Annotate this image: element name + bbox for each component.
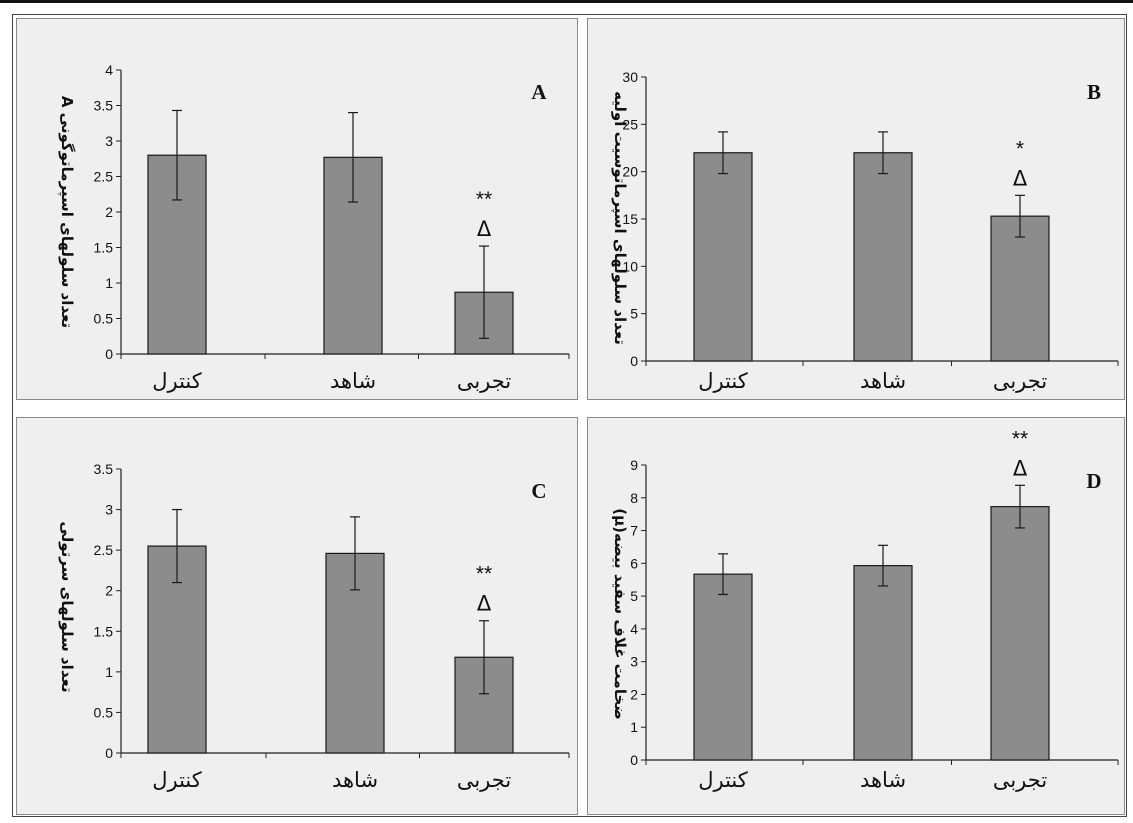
x-tick-label: تجربی — [457, 369, 511, 393]
delta-annotation: Δ — [1013, 166, 1028, 190]
x-tick-label: تجربی — [993, 768, 1047, 792]
y-tick-label: 10 — [622, 258, 638, 274]
y-tick-label: 1.5 — [94, 623, 114, 639]
y-tick-label: 4 — [105, 62, 113, 78]
y-tick-label: 2 — [105, 583, 113, 599]
y-tick-label: 0 — [105, 745, 113, 761]
chart-panel-a: 0 0.5 1 1.5 2 2.5 3 3.5 4 کنترل شاهد تجربی ** Δ A تعداد… — [16, 18, 578, 400]
y-tick-label: 1 — [105, 664, 113, 680]
significance-annotation: ** — [476, 563, 492, 586]
y-tick-label: 15 — [622, 211, 638, 227]
x-tick-label: کنترل — [698, 369, 748, 393]
y-tick-label: 4 — [630, 621, 638, 637]
chart-b: 0 5 10 15 20 25 30 کنترل شاهد تجربی * Δ B تعداد سلوله… — [610, 69, 1119, 393]
bar — [693, 152, 753, 362]
x-tick-label: شاهد — [860, 768, 906, 792]
y-tick-label: 3.5 — [94, 98, 114, 114]
chart-d: 0 1 2 3 4 5 6 7 8 9 کنترل شاهد تجربی ** Δ D ضخامت غلاف س… — [611, 427, 1119, 792]
bar — [990, 506, 1050, 761]
x-tick-label: شاهد — [332, 768, 378, 792]
y-axis-label: تعداد سلولهای سرتولی — [58, 521, 76, 692]
x-tick-label: شاهد — [330, 369, 376, 393]
y-tick-label: 2.5 — [94, 542, 114, 558]
y-tick-label: 3 — [630, 654, 638, 670]
x-tick-label: کنترل — [152, 369, 202, 393]
y-axis-label: تعداد سلولهای اسپرماتوگونی A — [57, 96, 76, 328]
y-tick-label: 30 — [622, 69, 638, 85]
y-tick-label: 0.5 — [94, 311, 114, 327]
x-tick-label: تجربی — [993, 369, 1047, 393]
y-tick-label: 2 — [630, 686, 638, 702]
panel-letter: B — [1087, 80, 1101, 104]
bar — [693, 573, 753, 761]
y-tick-label: 0.5 — [94, 704, 114, 720]
x-tick-label: تجربی — [457, 768, 511, 792]
y-tick-label: 6 — [630, 555, 638, 571]
chart-c: 0 0.5 1 1.5 2 2.5 3 3.5 کنترل شاهد تجربی ** Δ C تعداد … — [58, 461, 570, 792]
delta-annotation: Δ — [477, 592, 492, 616]
panel-letter: C — [531, 479, 546, 503]
y-tick-label: 0 — [105, 346, 113, 362]
x-tick-label: شاهد — [860, 369, 906, 393]
x-tick-label: کنترل — [698, 768, 748, 792]
delta-annotation: Δ — [1013, 456, 1028, 480]
y-tick-label: 3.5 — [94, 461, 114, 477]
bar — [853, 565, 913, 761]
chart-panel-d: 0 1 2 3 4 5 6 7 8 9 کنترل شاهد تجربی ** Δ D ضخامت غلاف س… — [587, 417, 1125, 815]
y-tick-label: 5 — [630, 306, 638, 322]
bar — [990, 215, 1050, 362]
chart-panel-c: 0 0.5 1 1.5 2 2.5 3 3.5 کنترل شاهد تجربی ** Δ C تعداد … — [16, 417, 578, 815]
significance-annotation: * — [1016, 137, 1024, 160]
significance-annotation: ** — [476, 188, 492, 211]
y-tick-label: 9 — [630, 457, 638, 473]
y-tick-label: 1 — [105, 275, 113, 291]
chart-a: 0 0.5 1 1.5 2 2.5 3 3.5 4 کنترل شاهد تجربی ** Δ A تعداد… — [57, 62, 570, 393]
y-tick-label: 7 — [630, 523, 638, 539]
y-tick-label: 3 — [105, 502, 113, 518]
y-tick-label: 1.5 — [94, 240, 114, 256]
y-tick-label: 0 — [630, 353, 638, 369]
bar — [853, 152, 913, 362]
y-tick-label: 2 — [105, 204, 113, 220]
y-tick-label: 0 — [630, 752, 638, 768]
chart-panel-b: 0 5 10 15 20 25 30 کنترل شاهد تجربی * Δ B تعداد سلوله… — [587, 18, 1125, 400]
y-tick-label: 20 — [622, 164, 638, 180]
significance-annotation: ** — [1012, 427, 1028, 450]
figure-frame: 0 0.5 1 1.5 2 2.5 3 3.5 4 کنترل شاهد تجربی ** Δ A تعداد… — [12, 14, 1127, 817]
y-axis-label: تعداد سلولهای اسپرماتوسیت اولیه — [610, 91, 629, 345]
y-tick-label: 3 — [105, 133, 113, 149]
y-tick-label: 8 — [630, 490, 638, 506]
panel-letter: D — [1086, 469, 1101, 493]
y-axis-label: ضخامت غلاف سفید بیضه(μ) — [611, 508, 629, 720]
panel-letter: A — [531, 80, 547, 104]
delta-annotation: Δ — [477, 217, 492, 241]
y-tick-label: 2.5 — [94, 169, 114, 185]
x-tick-label: کنترل — [152, 768, 202, 792]
y-tick-label: 1 — [630, 719, 638, 735]
y-tick-label: 25 — [622, 116, 638, 132]
y-tick-label: 5 — [630, 588, 638, 604]
